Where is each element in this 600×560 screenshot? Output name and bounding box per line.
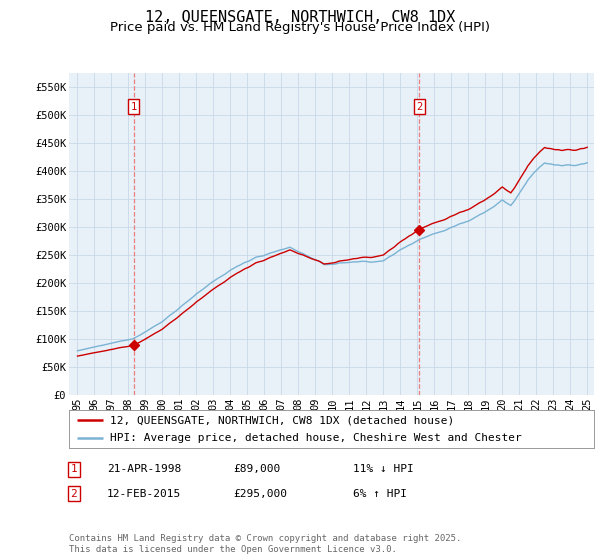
- Text: £89,000: £89,000: [233, 464, 280, 474]
- Text: 12-FEB-2015: 12-FEB-2015: [107, 489, 181, 499]
- Text: 6% ↑ HPI: 6% ↑ HPI: [353, 489, 407, 499]
- Text: 2: 2: [416, 101, 422, 111]
- Text: HPI: Average price, detached house, Cheshire West and Chester: HPI: Average price, detached house, Ches…: [110, 433, 522, 443]
- Text: 12, QUEENSGATE, NORTHWICH, CW8 1DX: 12, QUEENSGATE, NORTHWICH, CW8 1DX: [145, 10, 455, 25]
- Text: 11% ↓ HPI: 11% ↓ HPI: [353, 464, 413, 474]
- Text: Price paid vs. HM Land Registry's House Price Index (HPI): Price paid vs. HM Land Registry's House …: [110, 21, 490, 34]
- Text: 1: 1: [70, 464, 77, 474]
- Text: 2: 2: [70, 489, 77, 499]
- Text: £295,000: £295,000: [233, 489, 287, 499]
- Text: 21-APR-1998: 21-APR-1998: [107, 464, 181, 474]
- Text: 12, QUEENSGATE, NORTHWICH, CW8 1DX (detached house): 12, QUEENSGATE, NORTHWICH, CW8 1DX (deta…: [110, 415, 454, 425]
- Text: 1: 1: [130, 101, 137, 111]
- Text: Contains HM Land Registry data © Crown copyright and database right 2025.
This d: Contains HM Land Registry data © Crown c…: [69, 534, 461, 554]
